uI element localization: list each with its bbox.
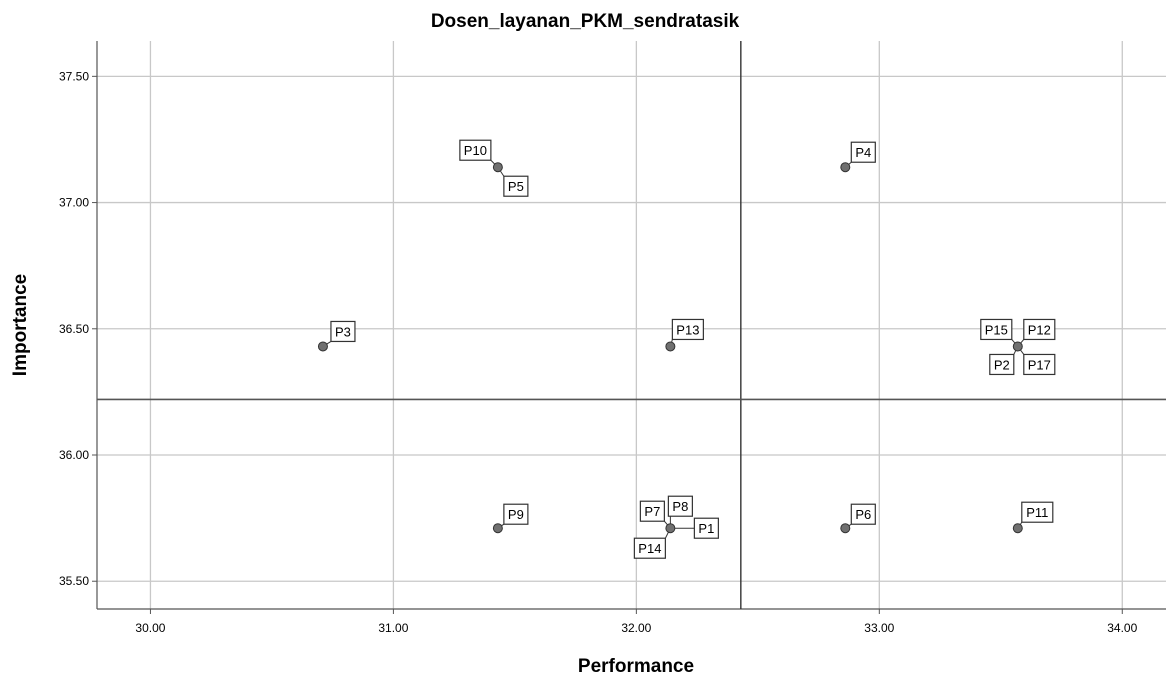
point-label-p2: P2	[994, 357, 1010, 372]
data-point	[840, 162, 851, 173]
point-label-p12: P12	[1028, 322, 1051, 337]
point-label-box	[330, 320, 356, 343]
point-label-box	[850, 141, 876, 163]
point-label-box	[693, 517, 719, 539]
point-label-box	[989, 353, 1015, 376]
point-label-p10: P10	[464, 143, 487, 158]
x-axis-label: Performance	[578, 656, 694, 677]
point-label-p13: P13	[676, 322, 699, 337]
data-point	[317, 341, 328, 352]
chart-title: Dosen_layanan_PKM_sendratasik	[431, 11, 740, 32]
point-label-box	[980, 318, 1013, 341]
y-tick-label: 37.00	[59, 196, 89, 210]
point-label-box	[1023, 318, 1056, 341]
point-label-box	[671, 318, 704, 341]
point-label-p3: P3	[335, 324, 351, 339]
point-label-p5: P5	[508, 179, 524, 194]
x-tick-label: 33.00	[864, 621, 894, 635]
x-tick-label: 31.00	[378, 621, 408, 635]
point-label-p14: P14	[638, 541, 661, 556]
data-point	[1012, 341, 1023, 352]
point-label-p17: P17	[1028, 357, 1051, 372]
point-label-box	[459, 139, 492, 161]
point-label-box	[667, 495, 693, 517]
point-label-box	[1021, 501, 1054, 523]
data-point	[665, 523, 676, 534]
point-label-box	[503, 175, 529, 197]
point-label-p6: P6	[855, 507, 871, 522]
point-label-box	[639, 500, 665, 522]
x-tick-label: 32.00	[621, 621, 651, 635]
point-label-p7: P7	[644, 504, 660, 519]
point-label-p8: P8	[672, 499, 688, 514]
data-point	[492, 523, 503, 534]
y-axis-label: Importance	[10, 274, 31, 376]
y-tick-label: 35.50	[59, 574, 89, 588]
x-tick-label: 34.00	[1107, 621, 1137, 635]
y-tick-label: 36.50	[59, 322, 89, 336]
point-label-box	[633, 537, 666, 559]
data-point	[492, 162, 503, 173]
data-point	[665, 341, 676, 352]
point-label-p4: P4	[855, 145, 871, 160]
data-point	[1012, 523, 1023, 534]
y-tick-label: 36.00	[59, 448, 89, 462]
y-tick-label: 37.50	[59, 69, 89, 83]
point-label-box	[850, 503, 876, 525]
point-label-p9: P9	[508, 507, 524, 522]
point-label-p15: P15	[985, 322, 1008, 337]
plot-area: 30.00 31.00 32.00 33.00 34.00 35.50 36.00 36.50…	[59, 41, 1166, 635]
data-point	[840, 523, 851, 534]
point-label-box	[503, 503, 529, 525]
point-label-box	[1023, 353, 1056, 376]
x-tick-label: 30.00	[135, 621, 165, 635]
point-label-p11: P11	[1026, 505, 1048, 520]
point-label-p1: P1	[698, 521, 714, 536]
